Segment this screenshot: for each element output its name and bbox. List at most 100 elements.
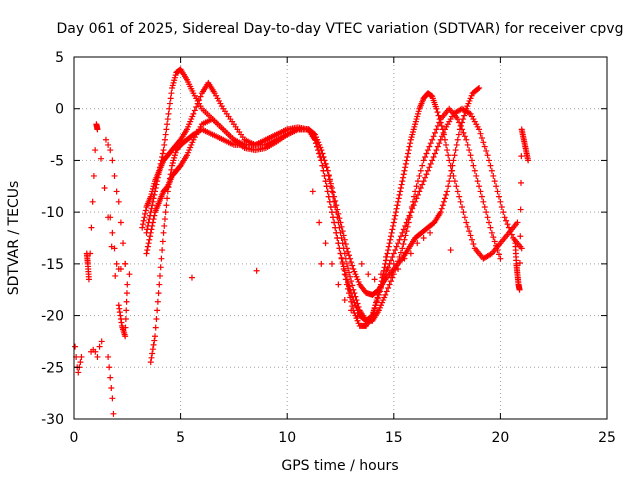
point-track-3-27-1	[332, 197, 339, 204]
point-track-3-45-1	[451, 152, 458, 159]
point-track-3-45-2	[452, 147, 459, 154]
point-track-1-55-0	[514, 219, 521, 226]
point-track-1-37-3	[401, 167, 408, 174]
point-track-4-33-2	[385, 284, 392, 291]
point-track-2-44-1	[477, 130, 484, 137]
point-track-4-38-2	[423, 150, 430, 157]
point-track-1-34-0	[386, 240, 393, 247]
point-track-4-33-4	[387, 278, 394, 285]
point-track-4-37-2	[414, 178, 421, 185]
point-track-4-33-3	[386, 281, 393, 288]
point-early-5-0-0	[105, 353, 112, 360]
point-track-4-42-2	[457, 122, 464, 129]
point-track-2-44-3	[480, 139, 487, 146]
point-track-4-24-0	[324, 167, 331, 174]
point-track-3-45-4	[454, 136, 461, 143]
point-scattered-4-0	[94, 126, 101, 133]
point-track-1-46-4	[444, 147, 451, 154]
point-track-4-23-3	[321, 157, 328, 164]
point-track-4-44-2	[474, 178, 481, 185]
point-track-4-26-4	[341, 250, 348, 257]
point-track-1-48-4	[460, 209, 467, 216]
point-early-4-5-0	[117, 266, 124, 273]
point-scattered-7-5	[123, 290, 130, 297]
point-track-4-42-1	[456, 119, 463, 126]
point-early-3-3-0	[109, 157, 116, 164]
point-track-1-2-0	[156, 281, 163, 288]
point-track-4-45-2	[483, 209, 490, 216]
point-scattered-8-5	[447, 247, 454, 254]
point-segment-a-7-0	[354, 312, 361, 319]
point-track-4-28-0	[350, 286, 357, 293]
point-track-3-0-0	[139, 224, 146, 231]
x-tick-label-2: 10	[278, 430, 296, 446]
point-track-4-37-5	[419, 162, 426, 169]
point-track-4-43-3	[467, 152, 474, 159]
point-track-4-33-1	[383, 288, 390, 295]
point-scattered-2-0	[85, 276, 92, 283]
point-track-3-44-0	[444, 188, 451, 195]
point-track-4-34-5	[397, 249, 404, 256]
point-track-2-27-4	[348, 298, 355, 305]
point-scattered-7-4	[123, 298, 130, 305]
point-track-4-44-3	[476, 183, 483, 190]
y-tick-label-0: -30	[41, 412, 64, 428]
point-track-4-26-5	[342, 255, 349, 262]
point-scattered-2-2	[88, 224, 95, 231]
point-track-4-33-0	[382, 291, 389, 298]
point-track-2-45-5	[491, 178, 498, 185]
point-track-1-35-5	[394, 202, 401, 209]
point-early-4-1-0	[109, 229, 116, 236]
point-track-4-46-4	[494, 247, 501, 254]
point-track-1-33-4	[385, 247, 392, 254]
point-track-4-25-0	[331, 198, 338, 205]
point-track-2-49-0	[518, 245, 525, 252]
point-track-4-27-5	[349, 282, 356, 289]
point-track-1-33-3	[384, 250, 391, 257]
point-track-2-27-5	[349, 303, 356, 310]
point-track-2-31-3	[372, 302, 379, 309]
point-track-2-39-3	[437, 136, 444, 143]
point-track-1-37-4	[402, 164, 409, 171]
point-track-1-1-0	[152, 333, 159, 340]
point-track-4-25-4	[335, 219, 342, 226]
point-track-4-1-0	[147, 229, 154, 236]
point-track-1-47-4	[451, 178, 458, 185]
point-track-2-45-1	[486, 157, 493, 164]
point-track-4-42-3	[459, 126, 466, 133]
x-tick-label-1: 5	[176, 430, 185, 446]
point-track-2-47-0	[501, 214, 508, 221]
point-track-4-25-5	[336, 224, 343, 231]
point-track-2-37-5	[423, 171, 430, 178]
point-track-2-31-5	[374, 295, 381, 302]
data-points	[72, 66, 532, 417]
point-track-2-5-2	[166, 105, 173, 112]
point-track-1-36-1	[395, 195, 402, 202]
point-track-4-23-5	[323, 164, 330, 171]
point-early-5-4-0	[109, 395, 116, 402]
point-track-4-28-3	[353, 297, 360, 304]
point-track-2-44-0	[476, 126, 483, 133]
chart-title: Day 061 of 2025, Sidereal Day-to-day VTE…	[57, 21, 624, 37]
point-track-2-47-4	[507, 228, 514, 235]
point-track-1-2-1	[156, 272, 163, 279]
point-segment-c-1-0	[365, 271, 372, 278]
point-track-2-47-3	[505, 224, 512, 231]
point-track-4-34-4	[396, 253, 403, 260]
series-early-2	[88, 338, 105, 360]
point-track-4-27-2	[346, 269, 353, 276]
point-scattered-8-2	[253, 267, 260, 274]
point-track-1-36-0	[395, 198, 402, 205]
point-track-3-29-2	[346, 252, 353, 259]
point-track-4-24-1	[325, 172, 332, 179]
point-scattered-8-3	[318, 260, 325, 267]
point-track-1-3-2	[161, 216, 168, 223]
point-segment-b-4-0	[407, 250, 414, 257]
point-track-2-37-2	[419, 181, 426, 188]
point-scattered-2-5	[92, 147, 99, 154]
point-track-4-39-0	[429, 136, 436, 143]
point-track-4-24-3	[327, 183, 334, 190]
point-track-3-11-4	[196, 97, 203, 104]
series-segment-b	[382, 229, 434, 283]
